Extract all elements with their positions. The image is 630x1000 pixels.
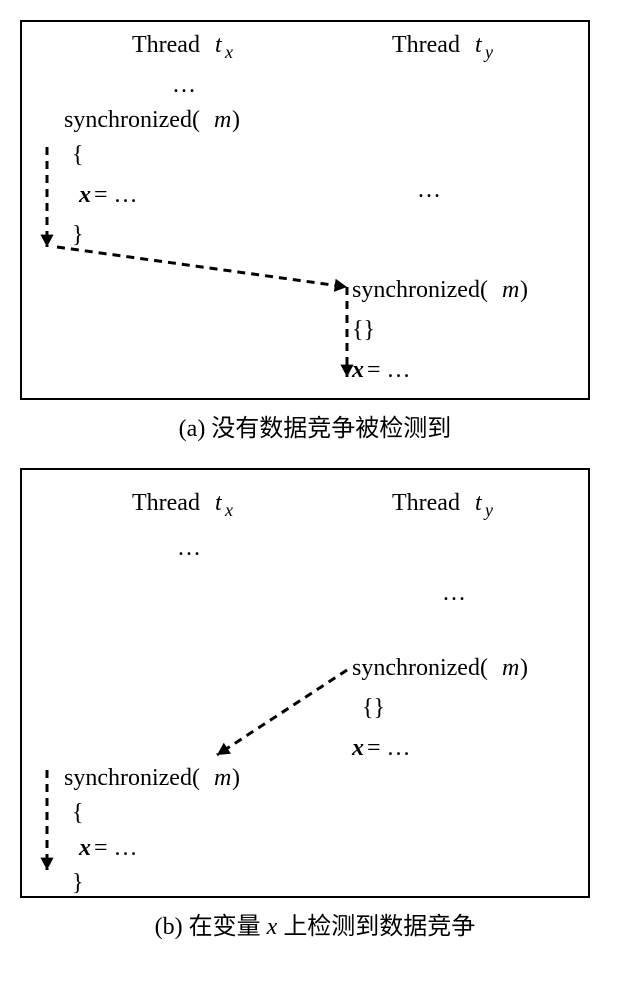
code-text: = …: [367, 735, 411, 762]
code-text: t: [215, 32, 222, 59]
panel-b: Thread txThread ty……synchronized(m){}x =…: [20, 468, 590, 898]
code-text: x: [352, 357, 364, 384]
code-text: x: [352, 735, 364, 762]
code-text: synchronized(: [64, 765, 200, 792]
code-text: m: [502, 655, 519, 682]
code-text: = …: [94, 835, 138, 862]
code-text: x: [79, 182, 91, 209]
code-text: x: [225, 42, 233, 63]
code-text: …: [417, 177, 441, 204]
arrows-layer: [22, 22, 592, 402]
code-text: Thread: [392, 32, 460, 59]
code-text: …: [177, 535, 201, 562]
caption-b: (b) 在变量 x 上检测到数据竞争: [20, 906, 610, 941]
code-text: }: [72, 870, 84, 897]
code-text: ): [520, 655, 528, 682]
code-text: {: [72, 800, 84, 827]
code-text: = …: [367, 357, 411, 384]
code-text: ): [232, 765, 240, 792]
code-text: = …: [94, 182, 138, 209]
code-text: x: [225, 500, 233, 521]
code-text: m: [502, 277, 519, 304]
code-text: t: [215, 490, 222, 517]
code-text: x: [79, 835, 91, 862]
code-text: ): [232, 107, 240, 134]
code-text: Thread: [132, 32, 200, 59]
code-text: m: [214, 107, 231, 134]
code-text: }: [72, 222, 84, 249]
code-text: {: [72, 142, 84, 169]
code-text: …: [442, 580, 466, 607]
code-text: Thread: [132, 490, 200, 517]
code-text: {}: [362, 695, 385, 722]
code-text: synchronized(: [352, 655, 488, 682]
code-text: y: [485, 42, 493, 63]
code-text: t: [475, 490, 482, 517]
code-text: t: [475, 32, 482, 59]
code-text: …: [172, 72, 196, 99]
code-text: y: [485, 500, 493, 521]
caption-a: (a) 没有数据竞争被检测到: [20, 408, 610, 443]
code-text: synchronized(: [64, 107, 200, 134]
panel-a: Thread txThread ty…synchronized(m){x = ……: [20, 20, 590, 400]
code-text: ): [520, 277, 528, 304]
code-text: synchronized(: [352, 277, 488, 304]
code-text: {}: [352, 317, 375, 344]
code-text: m: [214, 765, 231, 792]
code-text: Thread: [392, 490, 460, 517]
